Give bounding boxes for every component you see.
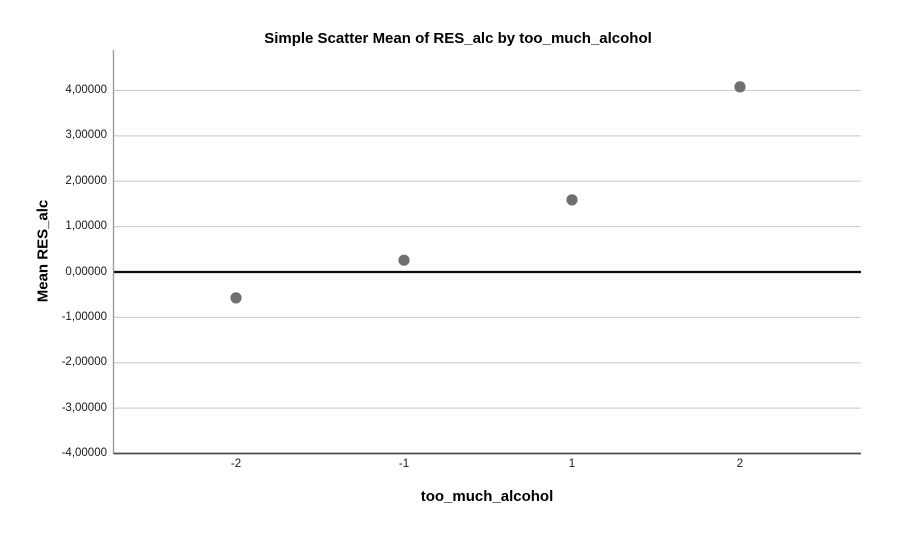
x-tick-label: 1 — [568, 458, 576, 470]
x-tick-label: -1 — [398, 458, 410, 470]
y-tick-label: -3,00000 — [61, 401, 107, 414]
y-tick-label: -1,00000 — [61, 310, 107, 323]
y-tick-label: -4,00000 — [61, 447, 107, 459]
y-tick-label: 0,00000 — [65, 265, 107, 278]
y-tick-label: 3,00000 — [65, 129, 107, 142]
y-tick-label: 2,00000 — [65, 174, 107, 187]
y-tick-label: 1,00000 — [65, 220, 107, 233]
data-point — [230, 292, 242, 304]
chart-title: Simple Scatter Mean of RES_alc by too_mu… — [264, 30, 652, 47]
data-point — [734, 81, 746, 93]
x-axis-title: too_much_alcohol — [420, 488, 554, 505]
x-tick-label: -2 — [230, 458, 242, 470]
y-tick-label: 4,00000 — [65, 84, 107, 96]
x-tick-label: 2 — [736, 458, 744, 470]
data-point — [398, 254, 410, 266]
y-tick-label: -2,00000 — [61, 356, 107, 369]
data-point — [566, 194, 578, 206]
